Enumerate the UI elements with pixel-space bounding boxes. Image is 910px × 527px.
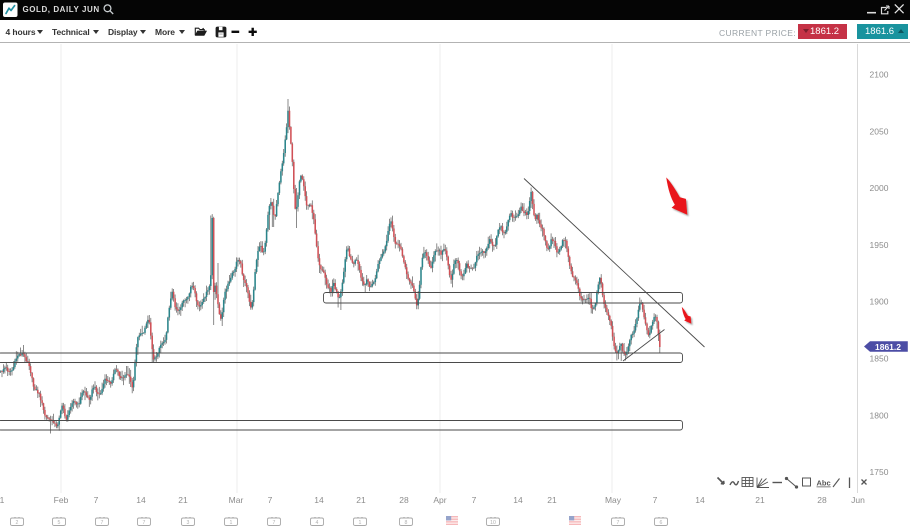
svg-text:1: 1 bbox=[230, 520, 233, 526]
svg-text:1750: 1750 bbox=[870, 467, 889, 477]
svg-text:1861.2: 1861.2 bbox=[875, 342, 901, 352]
svg-text:21: 21 bbox=[178, 495, 188, 505]
svg-text:7: 7 bbox=[273, 520, 276, 526]
svg-text:21: 21 bbox=[755, 495, 765, 505]
svg-text:7: 7 bbox=[101, 520, 104, 526]
svg-text:7: 7 bbox=[617, 520, 620, 526]
svg-text:4: 4 bbox=[316, 520, 319, 526]
svg-text:6: 6 bbox=[660, 520, 663, 526]
svg-text:8: 8 bbox=[405, 520, 408, 526]
svg-text:14: 14 bbox=[513, 495, 523, 505]
svg-text:2050: 2050 bbox=[870, 126, 889, 136]
svg-text:7: 7 bbox=[94, 495, 99, 505]
svg-text:1900: 1900 bbox=[870, 297, 889, 307]
svg-text:7: 7 bbox=[143, 520, 146, 526]
svg-text:14: 14 bbox=[695, 495, 705, 505]
svg-text:Feb: Feb bbox=[54, 495, 69, 505]
svg-text:May: May bbox=[605, 495, 622, 505]
svg-text:5: 5 bbox=[58, 520, 61, 526]
svg-text:1: 1 bbox=[0, 495, 5, 505]
svg-text:Abc: Abc bbox=[817, 479, 831, 488]
svg-text:Apr: Apr bbox=[433, 495, 446, 505]
svg-text:7: 7 bbox=[653, 495, 658, 505]
svg-text:1800: 1800 bbox=[870, 410, 889, 420]
svg-text:28: 28 bbox=[817, 495, 827, 505]
svg-text:1950: 1950 bbox=[870, 240, 889, 250]
svg-text:21: 21 bbox=[547, 495, 557, 505]
svg-text:2000: 2000 bbox=[870, 183, 889, 193]
svg-text:2: 2 bbox=[16, 520, 19, 526]
svg-text:1: 1 bbox=[359, 520, 362, 526]
svg-text:Jun: Jun bbox=[851, 495, 865, 505]
svg-text:1850: 1850 bbox=[870, 354, 889, 364]
svg-text:2100: 2100 bbox=[870, 70, 889, 80]
svg-text:21: 21 bbox=[356, 495, 366, 505]
svg-text:28: 28 bbox=[399, 495, 409, 505]
svg-text:10: 10 bbox=[490, 520, 496, 526]
svg-text:7: 7 bbox=[472, 495, 477, 505]
svg-text:14: 14 bbox=[136, 495, 146, 505]
svg-text:7: 7 bbox=[268, 495, 273, 505]
svg-text:14: 14 bbox=[314, 495, 324, 505]
svg-text:3: 3 bbox=[187, 520, 190, 526]
svg-text:Mar: Mar bbox=[229, 495, 244, 505]
